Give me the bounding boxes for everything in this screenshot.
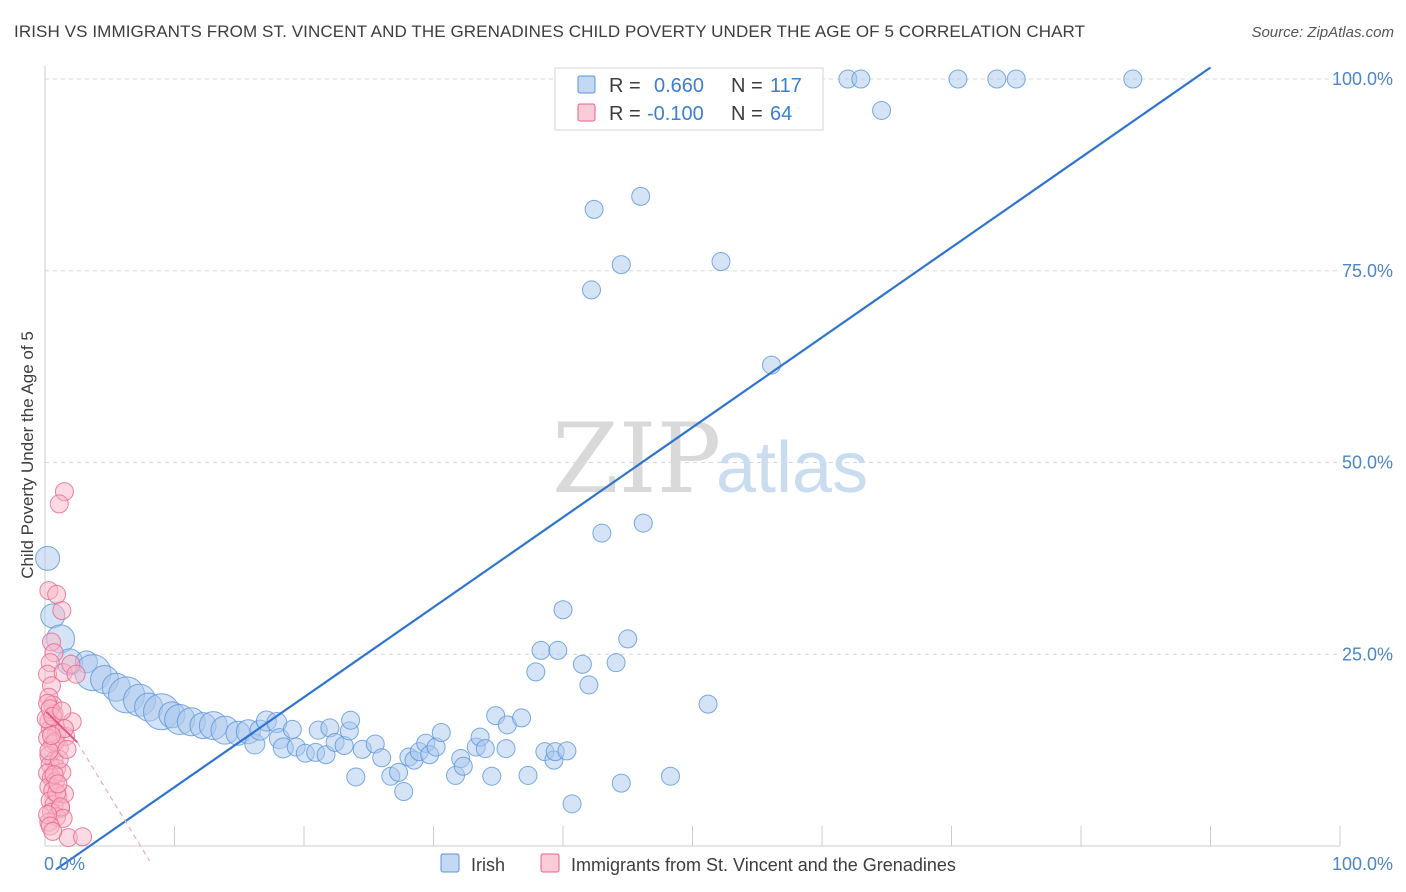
irish-point-62 [518, 765, 538, 785]
irish-point-70 [557, 741, 577, 761]
irish-point-78 [633, 513, 653, 533]
vincent-point-44 [73, 827, 93, 847]
vincent-point-63 [48, 774, 68, 794]
vincent-point-4 [52, 601, 72, 621]
vincent-point-7 [47, 584, 67, 604]
irish-point-76 [611, 773, 631, 793]
legend-vincent-label: Immigrants from St. Vincent and the Gren… [571, 855, 956, 875]
watermark-atlas: atlas [716, 428, 868, 508]
vincent-point-6 [49, 494, 69, 514]
stats-legend-box [554, 67, 824, 131]
grid-lines [45, 78, 1340, 655]
vincent-point-53 [57, 739, 77, 759]
irish-point-69 [553, 600, 573, 620]
series-legend: Irish Immigrants from St. Vincent and th… [440, 853, 956, 875]
irish-point-72 [572, 654, 592, 674]
irish-point-0 [35, 545, 61, 571]
vincent-n-value: 64 [770, 103, 792, 125]
irish-point-98 [987, 69, 1007, 89]
irish-point-42 [389, 762, 409, 782]
y-tick-label-3: 100.0% [1332, 69, 1393, 89]
irish-point-57 [482, 766, 502, 786]
vincent-trend-line [45, 711, 79, 744]
vincent-point-42 [66, 664, 86, 684]
irish-point-85 [711, 252, 731, 272]
irish-point-36 [341, 710, 361, 730]
irish-point-97 [948, 69, 968, 89]
vincent-points [36, 482, 93, 848]
vincent-point-51 [52, 701, 72, 721]
irish-points [35, 69, 1143, 814]
source-label: Source: ZipAtlas.com [1251, 24, 1394, 41]
vincent-point-62 [43, 821, 63, 841]
irish-point-59 [496, 739, 516, 759]
watermark: ZIP atlas [552, 403, 868, 515]
irish-point-71 [562, 794, 582, 814]
irish-point-99 [1006, 69, 1026, 89]
y-axis-label: Child Poverty Under the Age of 5 [18, 331, 37, 579]
irish-trend-line [56, 66, 1212, 870]
irish-point-53 [453, 756, 473, 776]
vincent-n-label: N = [731, 103, 763, 125]
irish-r-value: 0.660 [654, 75, 704, 97]
y-tick-label-0: 25.0% [1342, 644, 1393, 664]
irish-point-26 [282, 719, 302, 739]
irish-n-label: N = [731, 75, 763, 97]
legend-vincent-swatch [540, 853, 560, 873]
irish-point-68 [548, 640, 568, 660]
irish-point-100 [1123, 69, 1143, 89]
irish-point-43 [394, 782, 414, 802]
irish-point-84 [631, 186, 651, 206]
irish-point-37 [346, 767, 366, 787]
chart-title: IRISH VS IMMIGRANTS FROM ST. VINCENT AND… [14, 22, 1086, 41]
vincent-point-55 [41, 726, 61, 746]
irish-swatch [577, 75, 596, 94]
irish-point-63 [526, 662, 546, 682]
irish-point-79 [660, 766, 680, 786]
irish-point-50 [431, 722, 451, 742]
irish-point-80 [698, 694, 718, 714]
trend-lines [45, 66, 1212, 870]
irish-point-87 [872, 100, 892, 120]
y-tick-label-2: 75.0% [1342, 261, 1393, 281]
irish-point-77 [618, 629, 638, 649]
irish-point-56 [475, 739, 495, 759]
irish-point-82 [584, 199, 604, 219]
irish-point-64 [531, 640, 551, 660]
irish-r-label: R = [609, 75, 641, 97]
vincent-r-value: -0.100 [647, 103, 704, 125]
watermark-zip: ZIP [552, 403, 721, 515]
vincent-swatch [577, 103, 596, 122]
irish-n-value: 117 [770, 75, 802, 97]
y-tick-label-1: 50.0% [1342, 453, 1393, 473]
vincent-r-label: R = [609, 103, 641, 125]
irish-point-74 [592, 523, 612, 543]
legend-irish-label: Irish [471, 855, 505, 875]
irish-point-73 [579, 675, 599, 695]
irish-point-61 [512, 708, 532, 728]
tick-labels: 25.0% 50.0% 75.0% 100.0% 0.0% 100.0% [44, 69, 1393, 874]
stats-legend: R = 0.660 N = 117 R = -0.100 N = 64 [554, 67, 824, 131]
x-tick-label-0: 0.0% [44, 854, 85, 874]
legend-irish-swatch [440, 853, 460, 873]
irish-point-83 [611, 255, 631, 275]
x-tick-label-1: 100.0% [1332, 854, 1393, 874]
irish-point-81 [581, 280, 601, 300]
irish-point-40 [372, 748, 392, 768]
irish-point-75 [606, 653, 626, 673]
irish-point-96 [851, 69, 871, 89]
